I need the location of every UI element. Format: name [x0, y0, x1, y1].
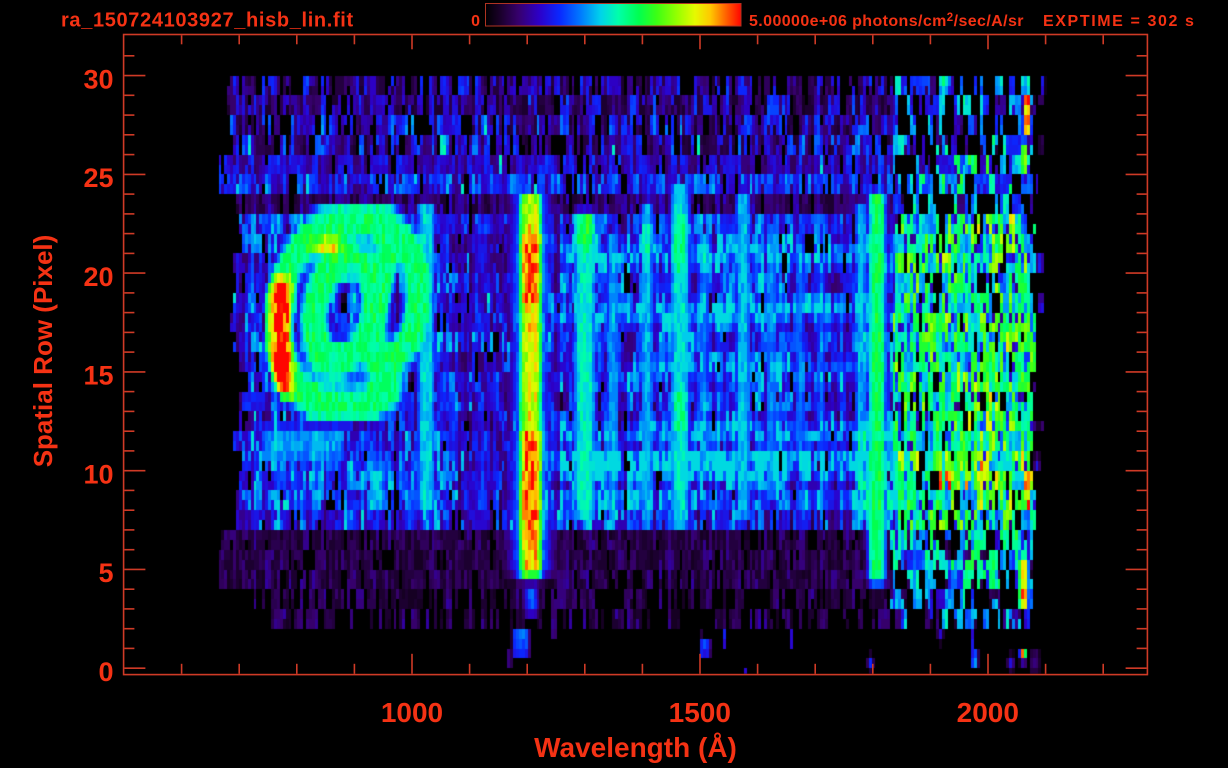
svg-text:10: 10	[83, 460, 113, 490]
svg-text:15: 15	[83, 361, 113, 391]
svg-text:Wavelength (Å): Wavelength (Å)	[534, 732, 737, 763]
svg-text:1500: 1500	[669, 697, 731, 728]
svg-text:0: 0	[471, 13, 480, 30]
svg-text:ra_150724103927_hisb_lin.fit: ra_150724103927_hisb_lin.fit	[61, 10, 354, 32]
svg-text:25: 25	[83, 163, 113, 193]
svg-text:20: 20	[83, 262, 113, 292]
svg-text:Spatial Row (Pixel): Spatial Row (Pixel)	[28, 235, 58, 468]
svg-text:EXPTIME = 302 s: EXPTIME = 302 s	[1043, 13, 1196, 30]
svg-text:5: 5	[98, 558, 113, 588]
svg-text:0: 0	[98, 657, 113, 687]
svg-text:1000: 1000	[381, 697, 443, 728]
svg-text:5.00000e+06 photons/cm2/sec/A/: 5.00000e+06 photons/cm2/sec/A/sr	[749, 12, 1024, 30]
svg-text:30: 30	[83, 64, 113, 94]
svg-text:2000: 2000	[957, 697, 1019, 728]
